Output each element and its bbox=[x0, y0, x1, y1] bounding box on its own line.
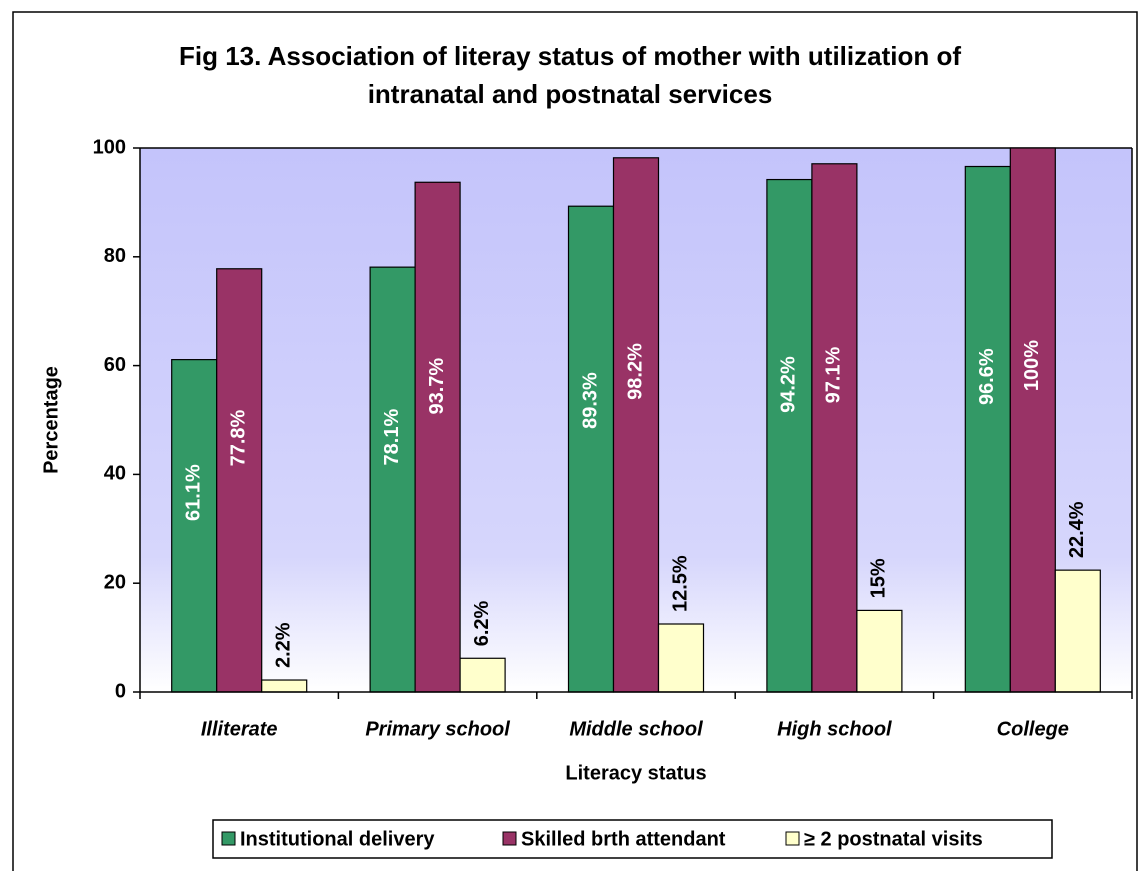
chart-title: Fig 13. Association of literay status of… bbox=[179, 41, 961, 71]
data-label: 97.1% bbox=[823, 346, 845, 403]
legend bbox=[212, 819, 1053, 859]
data-label: 6.2% bbox=[471, 600, 493, 646]
bar bbox=[657, 623, 705, 693]
data-label: 93.7% bbox=[426, 358, 448, 415]
bar bbox=[171, 359, 218, 693]
chart-title: intranatal and postnatal services bbox=[368, 79, 773, 109]
y-tick-label: 100 bbox=[93, 136, 126, 158]
x-tick-label: High school bbox=[777, 718, 892, 740]
y-tick-label: 20 bbox=[104, 571, 126, 593]
x-tick-label: College bbox=[997, 718, 1069, 740]
data-label: 15% bbox=[868, 558, 890, 598]
legend-swatch bbox=[502, 831, 517, 846]
data-label: 89.3% bbox=[579, 372, 601, 429]
bar bbox=[811, 163, 858, 693]
bar bbox=[766, 178, 813, 693]
x-tick-label: Primary school bbox=[365, 718, 510, 740]
legend-swatch bbox=[785, 831, 800, 846]
y-tick-label: 80 bbox=[104, 245, 126, 267]
bar bbox=[216, 268, 263, 693]
bar bbox=[414, 181, 461, 693]
data-label: 2.2% bbox=[272, 622, 294, 668]
data-label: 78.1% bbox=[381, 409, 403, 466]
data-label: 94.2% bbox=[778, 356, 800, 413]
bar bbox=[612, 157, 660, 693]
bar bbox=[369, 266, 416, 693]
y-tick-label: 0 bbox=[115, 680, 126, 702]
x-tick-label: Illiterate bbox=[201, 718, 278, 740]
data-label: 98.2% bbox=[624, 343, 646, 400]
data-label: 12.5% bbox=[669, 555, 691, 612]
legend-label: Skilled brth attendant bbox=[521, 828, 726, 850]
y-tick-label: 60 bbox=[104, 354, 126, 376]
bar bbox=[856, 609, 903, 693]
x-tick-label: Middle school bbox=[569, 718, 703, 740]
data-label: 22.4% bbox=[1066, 501, 1088, 558]
legend-swatch bbox=[221, 831, 236, 846]
data-label: 96.6% bbox=[976, 348, 998, 405]
data-label: 77.8% bbox=[227, 409, 249, 466]
bar bbox=[567, 205, 615, 693]
legend-label: ≥ 2 postnatal visits bbox=[804, 828, 983, 850]
data-label: 61.1% bbox=[182, 464, 204, 521]
legend-label: Institutional delivery bbox=[240, 828, 435, 850]
bar bbox=[1009, 147, 1056, 693]
y-axis-label: Percentage bbox=[40, 366, 62, 474]
x-axis-label: Literacy status bbox=[565, 762, 706, 784]
bar bbox=[964, 165, 1011, 693]
bar bbox=[1054, 569, 1101, 693]
data-label: 100% bbox=[1021, 340, 1043, 391]
y-tick-label: 40 bbox=[104, 463, 126, 485]
bar bbox=[261, 679, 308, 693]
bar bbox=[459, 657, 506, 693]
